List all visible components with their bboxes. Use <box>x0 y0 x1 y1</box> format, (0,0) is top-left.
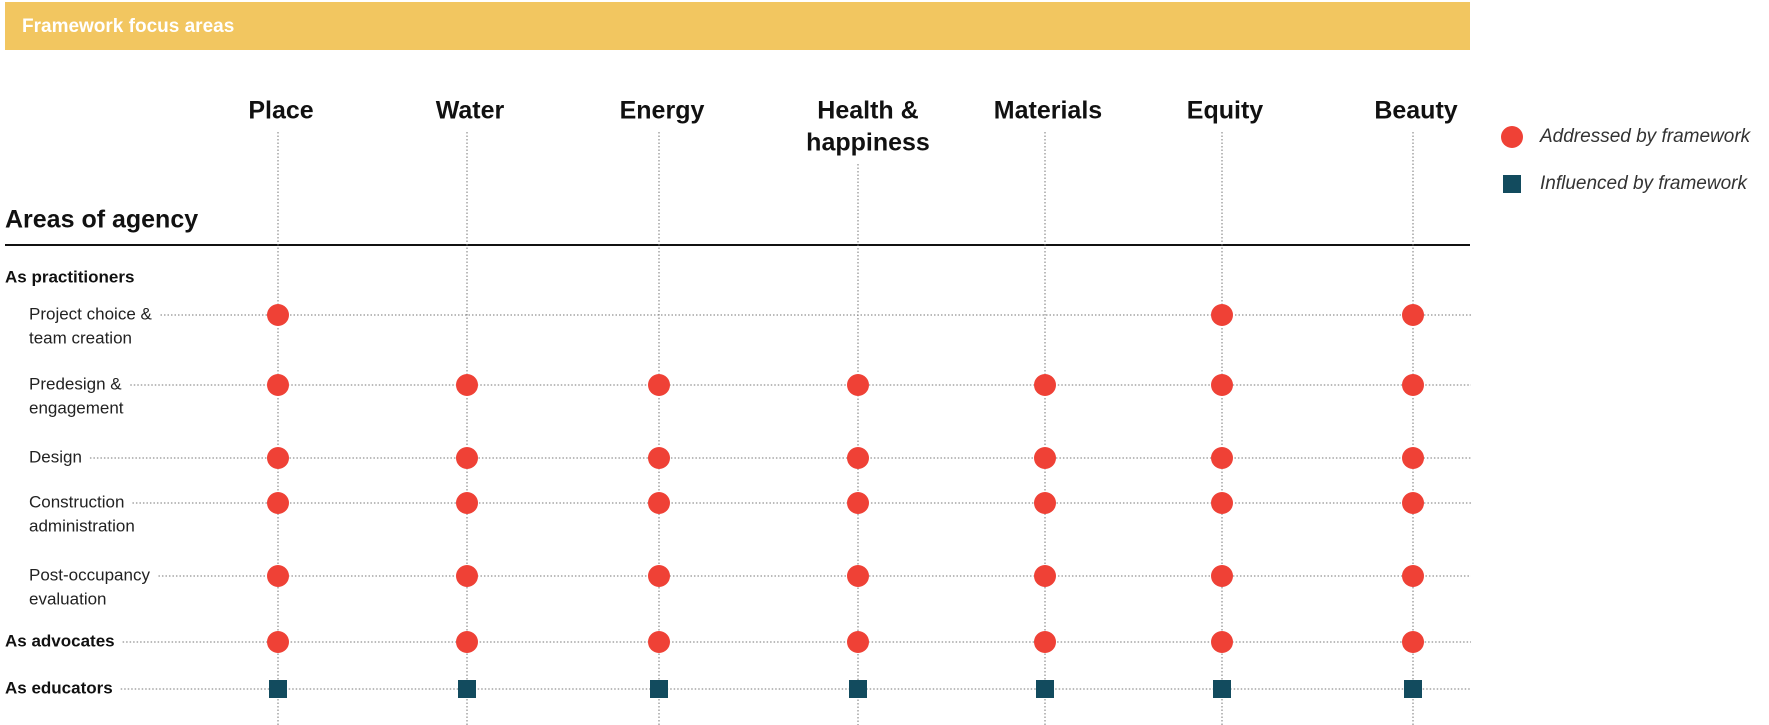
row-label: team creation <box>29 328 132 347</box>
addressed-mark <box>648 631 670 653</box>
addressed-mark <box>1211 631 1233 653</box>
addressed-mark <box>1402 492 1424 514</box>
group-label: As advocates <box>5 631 115 650</box>
addressed-mark <box>267 492 289 514</box>
row-label: Predesign & <box>29 374 122 393</box>
row-label: administration <box>29 516 135 535</box>
addressed-mark <box>1402 565 1424 587</box>
row-label: evaluation <box>29 589 107 608</box>
addressed-mark <box>1211 565 1233 587</box>
influenced-mark <box>1036 680 1054 698</box>
addressed-mark <box>648 374 670 396</box>
addressed-mark <box>1211 447 1233 469</box>
addressed-mark <box>1034 492 1056 514</box>
influenced-mark <box>1503 175 1521 193</box>
section-title: Areas of agency <box>5 206 198 234</box>
group-label: As educators <box>5 678 113 697</box>
addressed-mark <box>456 492 478 514</box>
addressed-mark <box>847 631 869 653</box>
addressed-mark <box>267 304 289 326</box>
addressed-mark <box>267 565 289 587</box>
column-label: Materials <box>994 97 1102 125</box>
row-label: Post-occupancy <box>29 565 150 584</box>
influenced-mark <box>458 680 476 698</box>
addressed-mark <box>1034 374 1056 396</box>
addressed-mark <box>1211 374 1233 396</box>
column-label: Water <box>436 97 505 125</box>
addressed-mark <box>456 374 478 396</box>
column-label: Energy <box>620 97 705 125</box>
addressed-mark <box>1402 631 1424 653</box>
addressed-mark <box>1034 447 1056 469</box>
addressed-mark <box>267 447 289 469</box>
addressed-mark <box>456 631 478 653</box>
influenced-mark <box>1404 680 1422 698</box>
addressed-mark <box>1402 447 1424 469</box>
addressed-mark <box>847 565 869 587</box>
row-label: Design <box>29 447 82 466</box>
legend-label: Influenced by framework <box>1540 173 1748 194</box>
row-label: Project choice & <box>29 304 152 323</box>
legend-label: Addressed by framework <box>1539 126 1752 147</box>
addressed-mark <box>648 492 670 514</box>
row-label: engagement <box>29 398 124 417</box>
addressed-mark <box>1211 492 1233 514</box>
column-label: happiness <box>806 129 930 157</box>
influenced-mark <box>849 680 867 698</box>
addressed-mark <box>1034 631 1056 653</box>
row-label: Construction <box>29 492 124 511</box>
addressed-mark <box>847 374 869 396</box>
influenced-mark <box>269 680 287 698</box>
column-label: Equity <box>1187 97 1263 125</box>
column-label: Beauty <box>1374 97 1457 125</box>
addressed-mark <box>648 447 670 469</box>
section-rule <box>5 244 1470 246</box>
marks <box>267 304 1424 698</box>
addressed-mark <box>1211 304 1233 326</box>
addressed-mark <box>648 565 670 587</box>
addressed-mark <box>1034 565 1056 587</box>
addressed-mark <box>1402 374 1424 396</box>
guide-lines <box>89 132 1471 725</box>
header-title: Framework focus areas <box>22 16 234 37</box>
header-bar <box>5 2 1470 50</box>
addressed-mark <box>267 631 289 653</box>
addressed-mark <box>1402 304 1424 326</box>
group-label: As practitioners <box>5 267 134 286</box>
addressed-mark <box>1501 126 1523 148</box>
addressed-mark <box>456 447 478 469</box>
addressed-mark <box>847 492 869 514</box>
column-label: Health & <box>817 97 918 125</box>
addressed-mark <box>847 447 869 469</box>
addressed-mark <box>267 374 289 396</box>
column-label: Place <box>248 97 313 125</box>
addressed-mark <box>456 565 478 587</box>
influenced-mark <box>1213 680 1231 698</box>
influenced-mark <box>650 680 668 698</box>
